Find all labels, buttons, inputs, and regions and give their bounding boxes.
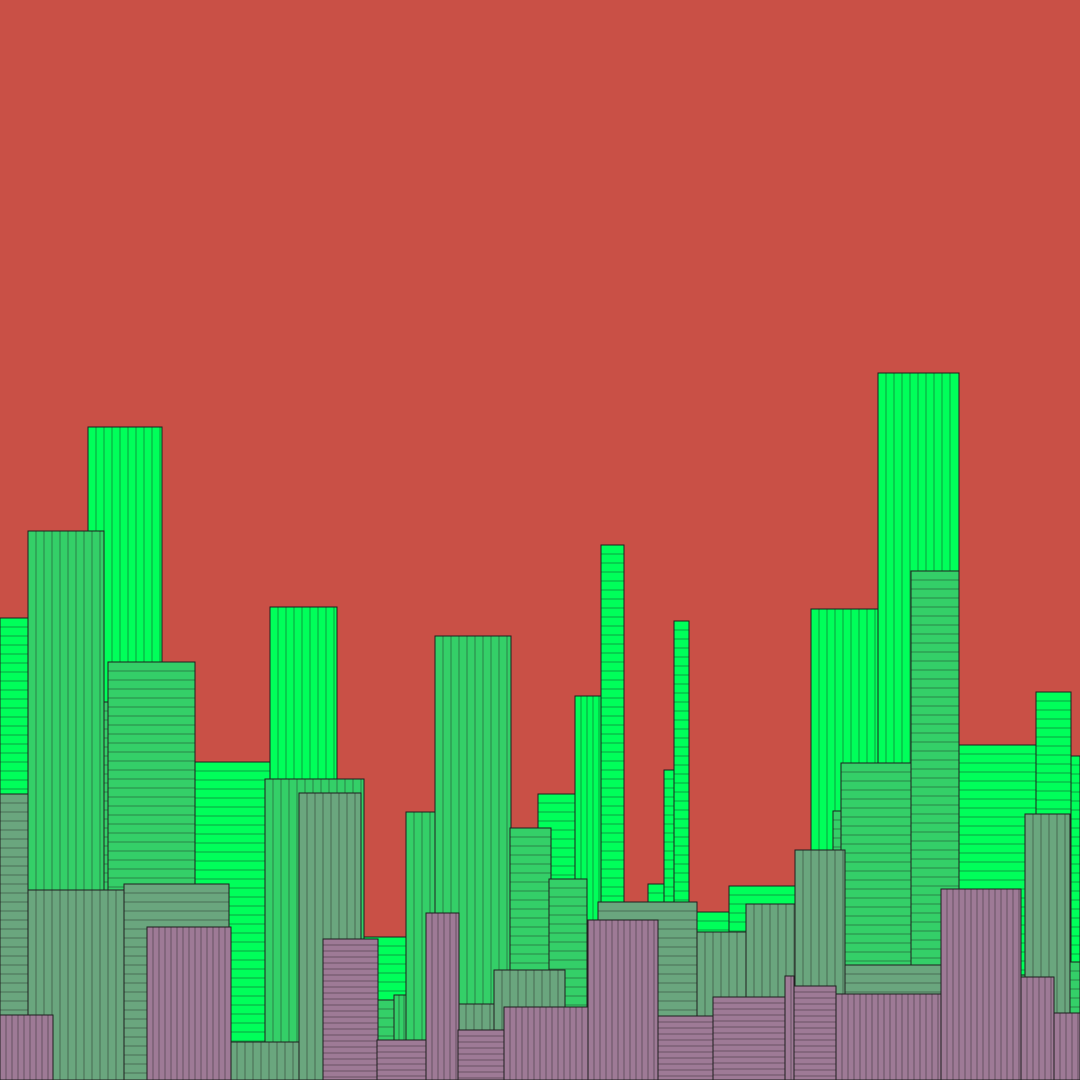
- front-building: [835, 993, 942, 1080]
- front-building-stripes: [1026, 977, 1052, 1080]
- front-building-body: [425, 912, 460, 1080]
- front-building: [376, 1039, 427, 1080]
- front-building: [784, 975, 795, 1080]
- front-building-body: [0, 1014, 54, 1080]
- front-building: [503, 1006, 589, 1080]
- mid-building-stripes: [35, 531, 101, 1080]
- front-building-body: [1020, 976, 1055, 1080]
- front-building-stripes: [713, 1002, 785, 1076]
- front-building: [322, 938, 379, 1080]
- front-building: [457, 1029, 505, 1080]
- front-building-body: [712, 996, 786, 1080]
- front-building-body: [1053, 1012, 1080, 1080]
- front-building-stripes: [377, 1045, 426, 1077]
- near-building-stripes: [802, 850, 844, 1080]
- front-building-stripes: [431, 913, 457, 1080]
- front-building-stripes: [5, 1015, 49, 1080]
- front-building-body: [793, 985, 837, 1080]
- front-building-body: [587, 919, 659, 1080]
- front-building-body: [322, 938, 379, 1080]
- front-building: [1053, 1012, 1080, 1080]
- front-building-stripes: [1059, 1013, 1079, 1080]
- front-building-stripes: [509, 1007, 583, 1080]
- front-building-body: [376, 1039, 427, 1080]
- front-building-body: [835, 993, 942, 1080]
- front-building-body: [784, 975, 795, 1080]
- front-building: [146, 926, 232, 1080]
- front-building: [657, 1015, 714, 1080]
- near-building-stripes: [753, 904, 795, 1080]
- front-building: [793, 985, 837, 1080]
- front-building-stripes: [323, 944, 378, 1078]
- front-building-stripes: [658, 1021, 713, 1077]
- front-building: [425, 912, 460, 1080]
- front-building-stripes: [794, 991, 836, 1077]
- front-building-stripes: [946, 889, 1020, 1080]
- front-building-body: [657, 1015, 714, 1080]
- mid-building-stripes: [442, 636, 508, 1080]
- front-building-body: [940, 888, 1022, 1080]
- near-building-stripes: [1032, 814, 1066, 1080]
- front-building: [712, 996, 786, 1080]
- near-building-stripes: [35, 890, 117, 1080]
- front-building: [0, 1014, 54, 1080]
- near-building-stripes: [306, 793, 356, 1080]
- front-buildings-layer: [0, 888, 1080, 1080]
- front-building: [1020, 976, 1055, 1080]
- front-building-stripes: [593, 920, 655, 1080]
- near-building: [228, 1041, 300, 1080]
- near-building-stripes: [236, 1042, 294, 1080]
- front-building-stripes: [841, 994, 939, 1080]
- front-building-stripes: [152, 927, 226, 1080]
- front-building-stripes: [458, 1035, 504, 1079]
- front-building: [940, 888, 1022, 1080]
- near-building-body: [228, 1041, 300, 1080]
- front-building: [587, 919, 659, 1080]
- front-building-body: [457, 1029, 505, 1080]
